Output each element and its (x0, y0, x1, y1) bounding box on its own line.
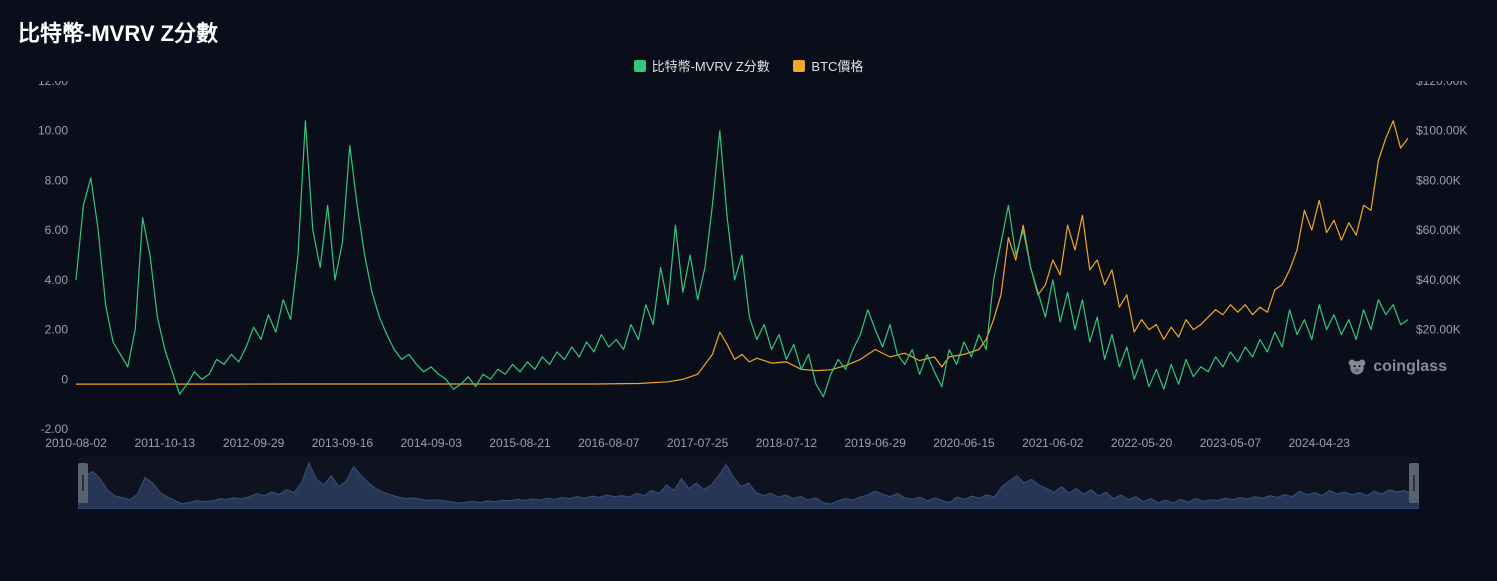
svg-text:2010-08-02: 2010-08-02 (45, 436, 107, 450)
legend-label-price: BTC價格 (811, 56, 863, 75)
svg-text:2014-09-03: 2014-09-03 (401, 436, 463, 450)
svg-text:$100.00K: $100.00K (1416, 124, 1467, 138)
svg-text:4.00: 4.00 (45, 273, 69, 287)
chart-title: 比特幣-MVRV Z分數 (18, 16, 1479, 48)
svg-text:10.00: 10.00 (38, 124, 68, 138)
watermark: coinglass (1347, 357, 1447, 377)
legend-label-mvrv: 比特幣-MVRV Z分數 (652, 56, 770, 75)
svg-text:-2.00: -2.00 (41, 422, 69, 436)
plot-area[interactable]: -2.00 0 2.00 4.00 6.00 8.00 10.00 12.00 $20.00K $… (18, 81, 1479, 451)
svg-text:2016-08-07: 2016-08-07 (578, 436, 640, 450)
svg-text:2013-09-16: 2013-09-16 (312, 436, 374, 450)
svg-text:$40.00K: $40.00K (1416, 273, 1461, 287)
minimap-svg[interactable] (78, 457, 1419, 509)
monkey-icon (1347, 357, 1367, 377)
svg-text:$60.00K: $60.00K (1416, 223, 1461, 237)
svg-text:0: 0 (61, 372, 68, 386)
svg-text:$80.00K: $80.00K (1416, 173, 1461, 187)
svg-text:2024-04-23: 2024-04-23 (1289, 436, 1351, 450)
svg-text:12.00: 12.00 (38, 81, 68, 88)
main-chart-svg[interactable]: -2.00 0 2.00 4.00 6.00 8.00 10.00 12.00 $20.00K $… (18, 81, 1478, 451)
svg-text:2019-06-29: 2019-06-29 (845, 436, 907, 450)
legend-swatch-price (793, 60, 805, 72)
svg-text:8.00: 8.00 (45, 173, 69, 187)
legend-swatch-mvrv (634, 60, 646, 72)
svg-text:2021-06-02: 2021-06-02 (1022, 436, 1084, 450)
watermark-text: coinglass (1373, 358, 1447, 376)
svg-text:2020-06-15: 2020-06-15 (933, 436, 995, 450)
svg-text:2022-05-20: 2022-05-20 (1111, 436, 1173, 450)
svg-text:6.00: 6.00 (45, 223, 69, 237)
svg-text:$120.00K: $120.00K (1416, 81, 1467, 88)
legend-item-price[interactable]: BTC價格 (793, 56, 863, 75)
legend: 比特幣-MVRV Z分數 BTC價格 (18, 56, 1479, 75)
svg-text:2015-08-21: 2015-08-21 (489, 436, 551, 450)
svg-text:2023-05-07: 2023-05-07 (1200, 436, 1262, 450)
minimap-handle-left[interactable] (78, 463, 88, 503)
minimap-handle-right[interactable] (1409, 463, 1419, 503)
svg-text:2018-07-12: 2018-07-12 (756, 436, 818, 450)
svg-text:2011-10-13: 2011-10-13 (135, 436, 196, 450)
svg-text:2.00: 2.00 (45, 323, 69, 337)
svg-text:2012-09-29: 2012-09-29 (223, 436, 285, 450)
svg-text:$20.00K: $20.00K (1416, 323, 1461, 337)
legend-item-mvrv[interactable]: 比特幣-MVRV Z分數 (634, 56, 770, 75)
minimap[interactable] (78, 457, 1419, 509)
svg-text:2017-07-25: 2017-07-25 (667, 436, 729, 450)
